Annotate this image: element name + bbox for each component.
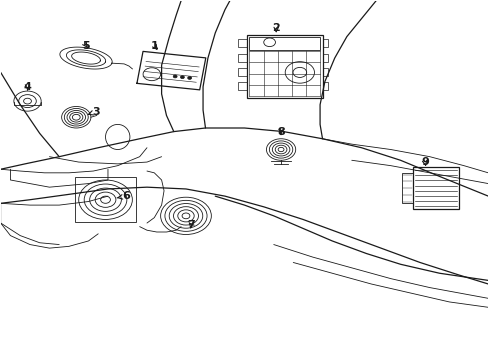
Bar — [322, 40, 328, 47]
Bar — [412, 167, 458, 209]
Bar — [246, 35, 322, 98]
Circle shape — [187, 77, 191, 80]
Circle shape — [173, 75, 177, 78]
Bar — [322, 82, 328, 90]
Bar — [238, 40, 246, 47]
Bar — [322, 68, 328, 76]
Circle shape — [180, 76, 184, 78]
Bar — [249, 37, 320, 50]
Bar — [238, 54, 246, 62]
Text: 5: 5 — [82, 41, 90, 50]
Text: 6: 6 — [117, 191, 130, 201]
Text: 8: 8 — [277, 127, 285, 136]
Text: 2: 2 — [272, 23, 280, 33]
Text: 4: 4 — [23, 82, 31, 92]
Text: 1: 1 — [150, 41, 158, 50]
Bar — [401, 173, 412, 203]
Text: 7: 7 — [186, 220, 194, 230]
Text: 3: 3 — [88, 107, 100, 117]
Bar — [238, 82, 246, 90]
Text: 9: 9 — [420, 157, 428, 167]
Bar — [238, 68, 246, 76]
Bar — [322, 54, 328, 62]
